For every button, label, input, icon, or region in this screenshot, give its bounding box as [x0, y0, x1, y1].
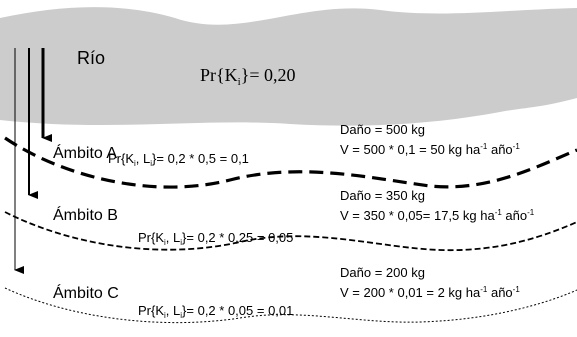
zone-c-damage: Daño = 200 kg — [340, 265, 425, 280]
zone-b-label: Ámbito B — [53, 205, 118, 224]
zone-a-label: Ámbito A — [53, 143, 117, 162]
zone-a-value: V = 500 * 0,1 = 50 kg ha-1 año-1 — [340, 142, 520, 157]
river-band — [0, 7, 577, 126]
river-label: Río — [77, 48, 105, 68]
zone-a-probability: Pr{Ki, Li}= 0,2 * 0,5 = 0,1 — [108, 151, 249, 168]
river-probability: Pr{Ki}= 0,20 — [200, 65, 296, 88]
boundary-line-b — [4, 211, 577, 252]
zone-c-probability: Pr{Ki, Li}= 0,2 * 0,05 = 0,01 — [138, 303, 293, 320]
zone-b-value: V = 350 * 0,05= 17,5 kg ha-1 año-1 — [340, 208, 535, 223]
boundary-line-a — [4, 136, 577, 189]
zone-c-label: Ámbito C — [53, 283, 119, 302]
zone-b-probability: Pr{Ki, Li}= 0,2 * 0,25 = 0,05 — [138, 230, 293, 247]
zone-c-value: V = 200 * 0,01 = 2 kg ha-1 año-1 — [340, 285, 520, 300]
zone-b-damage: Daño = 350 kg — [340, 188, 425, 203]
zone-a-damage: Daño = 500 kg — [340, 122, 425, 137]
boundary-line-c — [4, 287, 577, 324]
